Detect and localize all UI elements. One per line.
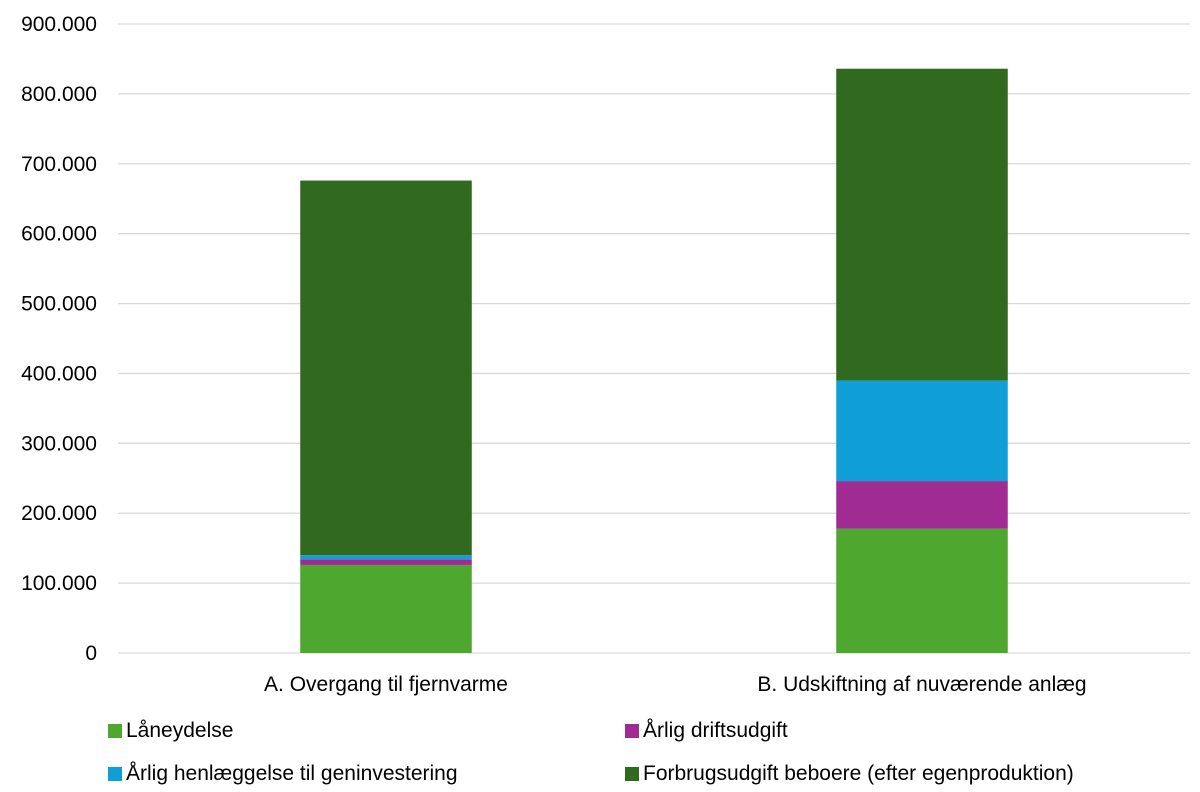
- y-axis-tick-labels: 0 100.000 200.000 300.000 400.000 500.000 600.…: [21, 13, 97, 665]
- y-tick-label: 300.000: [21, 432, 97, 455]
- bar-segment: [836, 380, 1008, 482]
- gridlines: [118, 23, 1190, 654]
- x-category-label: A. Overgang til fjernvarme: [264, 673, 508, 696]
- y-tick-label: 200.000: [21, 502, 97, 525]
- y-tick-label: 800.000: [21, 83, 97, 106]
- y-tick-label: 400.000: [21, 362, 97, 385]
- bar-segment: [300, 564, 472, 653]
- y-tick-label: 900.000: [21, 13, 97, 36]
- y-tick-label: 500.000: [21, 293, 97, 316]
- y-tick-label: 0: [85, 642, 97, 665]
- x-axis-category-labels: A. Overgang til fjernvarme B. Udskiftning…: [264, 673, 1087, 696]
- bar-segment: [300, 180, 472, 556]
- bar-segment: [300, 559, 472, 565]
- y-tick-label: 100.000: [21, 572, 97, 595]
- x-category-label: B. Udskiftning af nuværende anlæg: [757, 673, 1086, 696]
- bar-segment: [300, 555, 472, 560]
- bar-segment: [836, 528, 1008, 653]
- bars: [300, 68, 1008, 653]
- bar-segment: [836, 68, 1008, 381]
- bar-segment: [836, 481, 1008, 529]
- y-tick-label: 600.000: [21, 223, 97, 246]
- y-tick-label: 700.000: [21, 153, 97, 176]
